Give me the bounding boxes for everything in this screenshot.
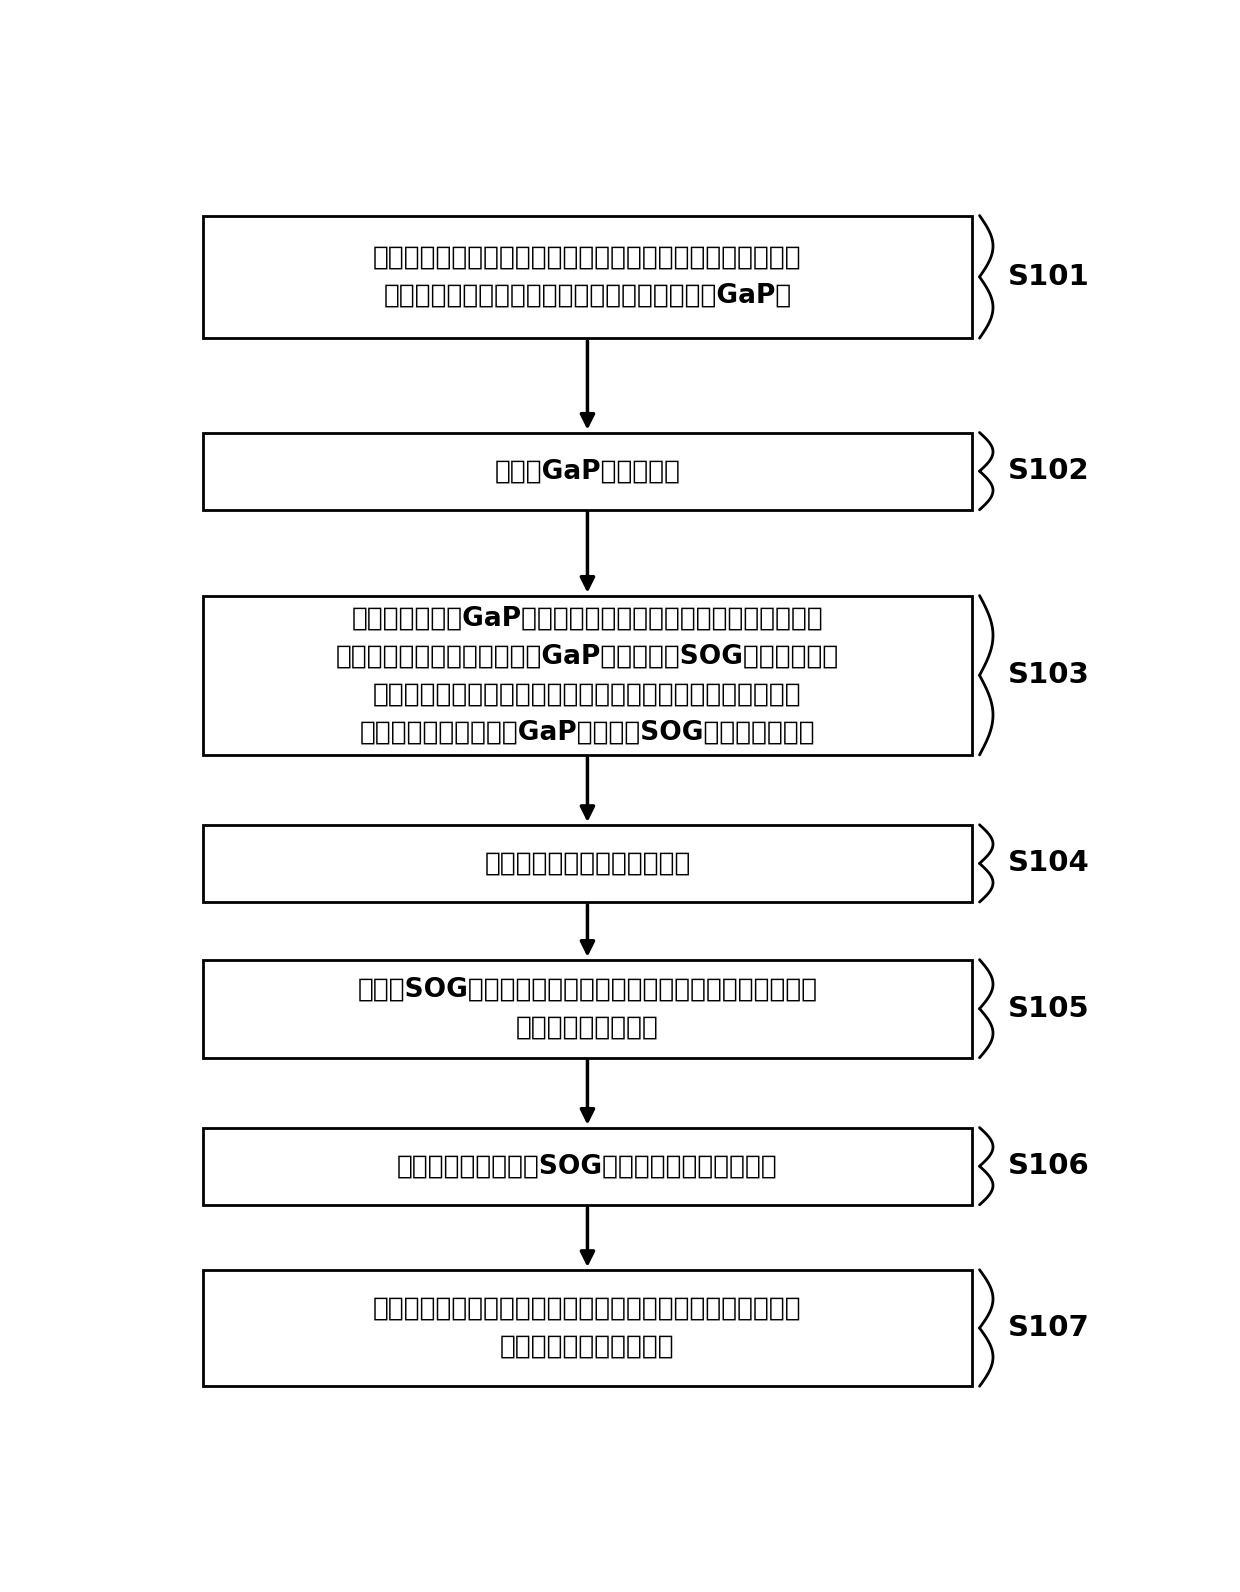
Bar [203, 433, 972, 509]
Text: 去除所述半成品背离所述透明衬底一侧的衬底，完成四元系透
明衬底发光二极管的制作: 去除所述半成品背离所述透明衬底一侧的衬底，完成四元系透 明衬底发光二极管的制作 [373, 1296, 802, 1360]
Text: 在粗化后的所述GaP层表面形成渐变折射率复合薄膜层，所述渐
变折射率复合薄膜层背离所述GaP层的表面为SOG键合层，所述
渐变折射率复合薄膜层包括层叠设置的多层: 在粗化后的所述GaP层表面形成渐变折射率复合薄膜层，所述渐 变折射率复合薄膜层背… [336, 605, 839, 745]
Text: S102: S102 [1007, 457, 1089, 486]
Text: S105: S105 [1007, 995, 1089, 1022]
Bar [203, 595, 972, 755]
Bar [203, 215, 972, 338]
Text: 将所述键合层与所述SOG键合层键合，得到半成品: 将所述键合层与所述SOG键合层键合，得到半成品 [397, 1153, 777, 1180]
Text: S104: S104 [1007, 850, 1089, 877]
Text: 对所述SOG键合层和所述键合层分别进行平坦化处理，并清洗
后进行表面活化处理: 对所述SOG键合层和所述键合层分别进行平坦化处理，并清洗 后进行表面活化处理 [357, 976, 817, 1041]
Text: 在所述透明衬底上形成键合层: 在所述透明衬底上形成键合层 [485, 850, 691, 877]
Bar [203, 960, 972, 1057]
Text: S101: S101 [1007, 263, 1089, 291]
Bar [203, 1270, 972, 1387]
Text: S106: S106 [1007, 1153, 1089, 1180]
Bar [203, 825, 972, 903]
Text: 提供四元系发光二极管外延片和透明衬底，所述四元系发光二
极管外延片包括衬底、发光二极管的外延结构和GaP层: 提供四元系发光二极管外延片和透明衬底，所述四元系发光二 极管外延片包括衬底、发光… [373, 245, 802, 309]
Text: S103: S103 [1007, 661, 1089, 689]
Bar [203, 1127, 972, 1205]
Text: S107: S107 [1007, 1313, 1089, 1342]
Text: 对所述GaP层进行粗化: 对所述GaP层进行粗化 [495, 458, 681, 484]
